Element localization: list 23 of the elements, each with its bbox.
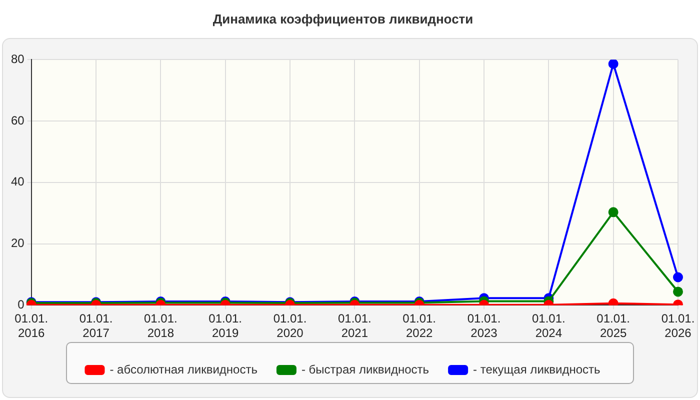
chart-title: Динамика коэффициентов ликвидности [212,11,474,26]
legend-label: - текущая ликвидность [473,362,600,376]
x-tick-label: 01.01. 2016 [14,312,48,340]
x-tick-label: 01.01. 2024 [532,312,566,340]
point [608,60,618,69]
x-tick-label: 01.01. 2023 [467,312,501,340]
y-tick-label: 0 [18,298,25,312]
x-tick-label: 01.01. 2017 [79,312,113,340]
legend-label: - абсолютная ликвидность [110,362,258,376]
y-tick-label: 80 [10,52,25,66]
x-tick-label: 01.01. 2019 [208,312,242,340]
y-tick-label: 20 [10,236,25,250]
point [673,272,683,282]
y-tick-label: 60 [10,113,25,128]
legend-label: - быстрая ликвидность [301,362,430,376]
x-tick-label: 01.01. 2021 [338,312,372,340]
point [608,298,618,306]
x-tick-label: 01.01. 2018 [144,312,178,340]
x-tick-label: 01.01. 2020 [273,312,307,340]
x-tick-label: 01.01. 2022 [402,312,436,340]
x-tick-label: 01.01. 2025 [596,312,630,340]
y-tick-label: 40 [10,174,25,189]
x-tick-label: 01.01. 2026 [661,312,695,340]
